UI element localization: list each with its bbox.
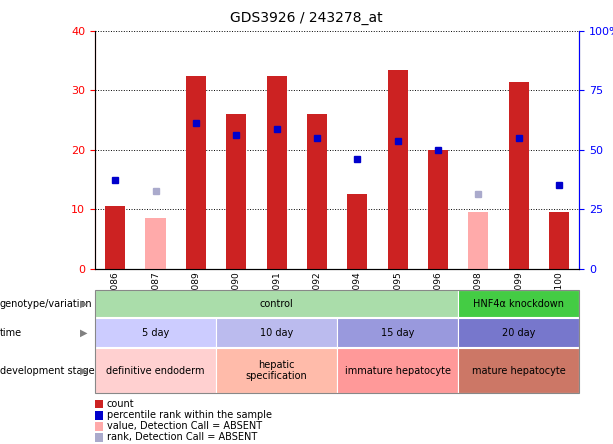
Bar (186, 75, 206, 269)
Text: mature hepatocyte: mature hepatocyte (472, 365, 566, 376)
Text: immature hepatocyte: immature hepatocyte (345, 365, 451, 376)
Bar (509, 82, 529, 269)
Text: genotype/variation: genotype/variation (0, 299, 93, 309)
Bar (226, 114, 246, 269)
Text: 10 day: 10 day (260, 328, 293, 338)
Text: count: count (107, 399, 134, 409)
Bar (307, 114, 327, 269)
Text: rank, Detection Call = ABSENT: rank, Detection Call = ABSENT (107, 432, 257, 442)
Bar (347, 194, 367, 269)
Text: HNF4α knockdown: HNF4α knockdown (473, 299, 564, 309)
Text: definitive endoderm: definitive endoderm (106, 365, 205, 376)
Text: 15 day: 15 day (381, 328, 414, 338)
Bar (267, 75, 287, 269)
Bar (428, 150, 448, 269)
Text: ▶: ▶ (80, 365, 88, 376)
Bar (468, 212, 489, 269)
Text: GDS3926 / 243278_at: GDS3926 / 243278_at (230, 11, 383, 25)
Text: 20 day: 20 day (502, 328, 535, 338)
Bar (549, 212, 569, 269)
Text: 5 day: 5 day (142, 328, 169, 338)
Text: time: time (0, 328, 22, 338)
Text: development stage: development stage (0, 365, 94, 376)
Bar (105, 206, 125, 269)
Text: percentile rank within the sample: percentile rank within the sample (107, 410, 272, 420)
Text: control: control (260, 299, 294, 309)
Text: hepatic
specification: hepatic specification (246, 360, 308, 381)
Bar (145, 218, 166, 269)
Text: ▶: ▶ (80, 299, 88, 309)
Text: value, Detection Call = ABSENT: value, Detection Call = ABSENT (107, 421, 262, 431)
Bar (387, 70, 408, 269)
Text: ▶: ▶ (80, 328, 88, 338)
